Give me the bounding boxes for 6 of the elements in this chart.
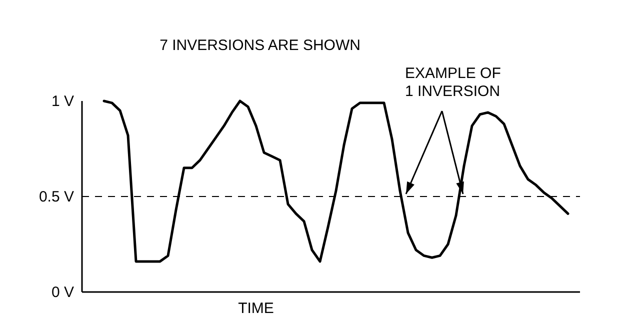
chart-title: 7 INVERSIONS ARE SHOWN [160, 37, 360, 54]
y-tick-label: 0.5 V [38, 188, 74, 206]
y-tick-label: 0 V [51, 284, 74, 301]
x-axis-title: TIME [238, 300, 274, 317]
y-tick-label: 1 V [51, 92, 74, 110]
text: EXAMPLE OF 1 INVERSION [405, 65, 501, 100]
